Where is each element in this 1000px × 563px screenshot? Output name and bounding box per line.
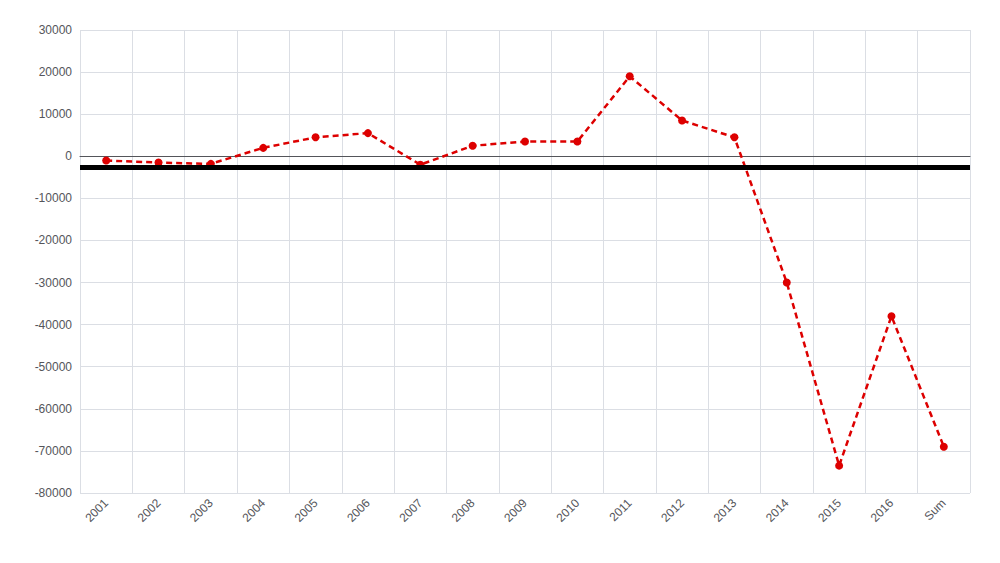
svg-text:2010: 2010	[554, 496, 583, 525]
svg-text:10000: 10000	[39, 107, 73, 121]
svg-text:0: 0	[65, 149, 72, 163]
svg-text:2004: 2004	[239, 496, 268, 525]
svg-text:2012: 2012	[658, 496, 687, 525]
svg-text:2002: 2002	[135, 496, 164, 525]
svg-text:30000: 30000	[39, 23, 73, 37]
svg-text:20000: 20000	[39, 65, 73, 79]
svg-text:-60000: -60000	[35, 402, 73, 416]
svg-text:-20000: -20000	[35, 233, 73, 247]
svg-text:-30000: -30000	[35, 276, 73, 290]
svg-text:2007: 2007	[396, 496, 425, 525]
svg-text:2014: 2014	[763, 496, 792, 525]
svg-text:-10000: -10000	[35, 191, 73, 205]
svg-text:2001: 2001	[82, 496, 111, 525]
svg-text:Sum: Sum	[921, 496, 948, 523]
svg-text:-40000: -40000	[35, 318, 73, 332]
svg-text:2009: 2009	[501, 496, 530, 525]
svg-text:2006: 2006	[344, 496, 373, 525]
svg-text:2015: 2015	[815, 496, 844, 525]
svg-text:2011: 2011	[607, 496, 635, 524]
svg-text:2008: 2008	[449, 496, 478, 525]
svg-text:2013: 2013	[711, 496, 740, 525]
svg-text:2016: 2016	[868, 496, 897, 525]
svg-text:2005: 2005	[292, 496, 321, 525]
svg-text:-70000: -70000	[35, 444, 73, 458]
svg-text:-50000: -50000	[35, 360, 73, 374]
svg-text:2003: 2003	[187, 496, 216, 525]
svg-text:-80000: -80000	[35, 486, 73, 500]
